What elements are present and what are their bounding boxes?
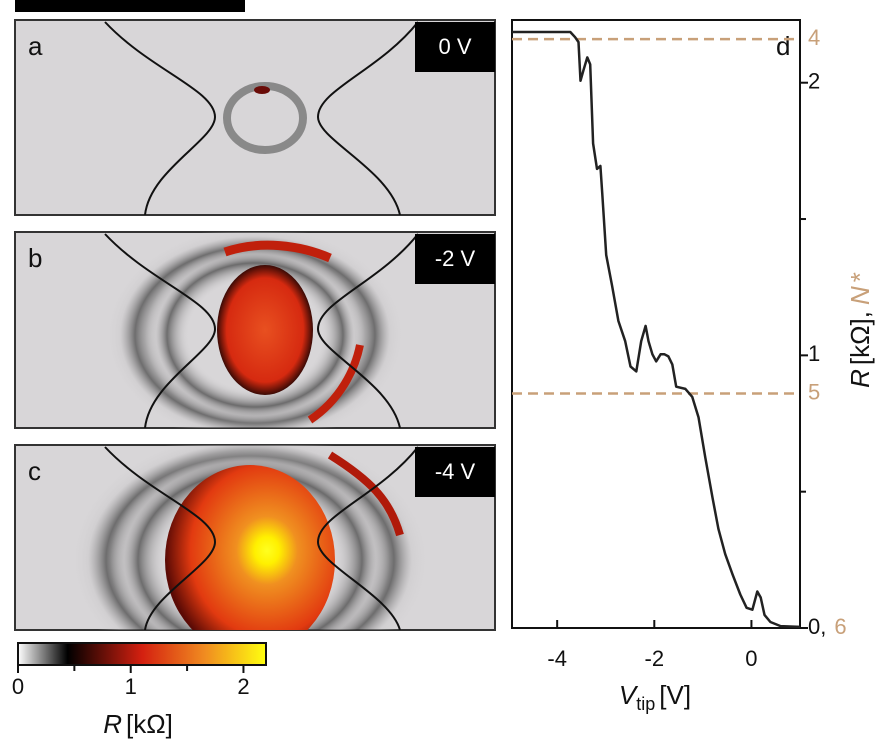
y-axis-label: R [kΩ], N *: [845, 272, 875, 388]
colorbar-label: [kΩ]: [126, 709, 173, 739]
voltage-label: -4 V: [435, 459, 476, 484]
x-tick-label: -4: [547, 646, 567, 671]
secondary-tick-label: 6: [834, 614, 846, 639]
x-label-subscript: tip: [636, 694, 655, 714]
x-tick-label: -2: [645, 646, 665, 671]
data-line: [512, 30, 801, 629]
x-axis-label: Vtip [V]: [619, 680, 691, 714]
colorbar: R [kΩ] 0 1 2: [12, 642, 267, 739]
panel-a: a 0 V: [14, 19, 496, 216]
panel-label: b: [28, 243, 42, 273]
y-tick-label: 2: [808, 69, 820, 94]
tick-label: 0: [12, 674, 24, 699]
secondary-tick-label: 4: [808, 25, 820, 50]
panel-c: c -4 V: [14, 444, 496, 631]
tick-label: 1: [125, 674, 137, 699]
y2-label-suffix: *: [845, 272, 875, 282]
tick-label: 2: [237, 674, 249, 699]
y-label-symbol: R: [845, 369, 875, 388]
voltage-label: -2 V: [435, 246, 476, 271]
panel-label: a: [28, 31, 43, 61]
panel-label: c: [28, 456, 41, 486]
secondary-tick-label: 5: [808, 379, 820, 404]
x-label-symbol: V: [619, 680, 639, 710]
y-tick-label: 0,: [808, 614, 826, 639]
panel-d: d Vtip [V] R [kΩ], N * -4 -2 0 0, 1 2 4 5 6: [511, 19, 875, 714]
colorbar-label: R: [103, 709, 122, 739]
y-tick-label: 1: [808, 341, 820, 366]
y-label-unit: [kΩ],: [845, 311, 875, 365]
x-label-unit: [V]: [659, 680, 691, 710]
scale-bar: [15, 0, 245, 12]
y2-label-symbol: N: [845, 286, 875, 305]
panel-label: d: [776, 31, 790, 61]
x-tick-label: 0: [745, 646, 757, 671]
voltage-label: 0 V: [438, 34, 471, 59]
panel-b: b -2 V: [14, 231, 496, 429]
